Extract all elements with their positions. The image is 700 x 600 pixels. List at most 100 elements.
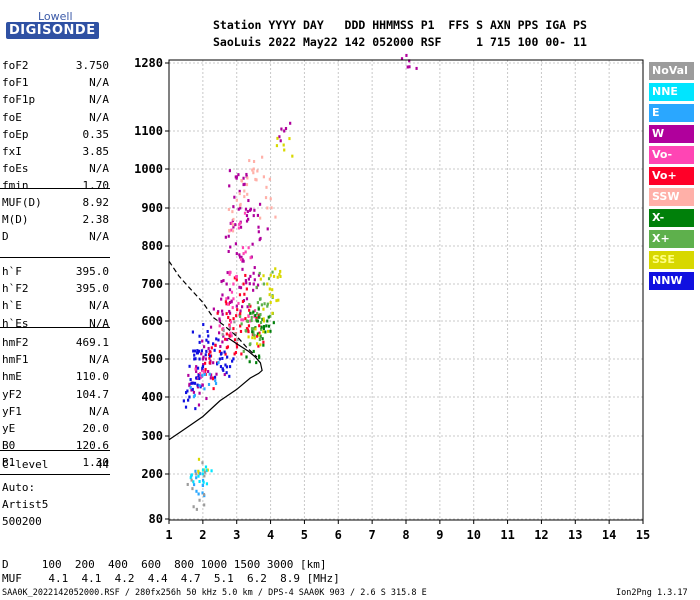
echo-point [194, 407, 197, 411]
echo-point [204, 357, 207, 361]
echo-point [250, 319, 253, 323]
param-value: 110.0 [75, 370, 109, 384]
y-tick-label: 1100 [134, 124, 163, 138]
echo-point [250, 315, 253, 319]
echo-point [188, 364, 191, 368]
echo-point [252, 310, 255, 314]
echo-point [255, 178, 258, 182]
echo-point [225, 312, 228, 316]
echo-point [238, 189, 241, 193]
echo-point [260, 325, 263, 329]
echo-point [190, 473, 193, 477]
echo-point [256, 312, 259, 316]
echo-point [228, 288, 232, 292]
echo-point [195, 489, 198, 493]
echo-point [257, 344, 260, 348]
echo-point [279, 269, 282, 273]
echo-point [257, 313, 260, 317]
auto-scaling-info: 500200 [2, 515, 42, 528]
echo-point [271, 270, 274, 274]
echo-point [197, 474, 200, 478]
echo-point [249, 256, 252, 260]
echo-point [255, 316, 258, 320]
echo-point [241, 246, 245, 250]
echo-point [226, 338, 229, 342]
echo-point [224, 235, 227, 239]
echo-point [203, 474, 206, 478]
param-row: h`Es N/A [2, 317, 109, 331]
echo-point [209, 359, 212, 363]
echo-point [243, 182, 246, 186]
echo-point [192, 480, 195, 484]
echo-point [405, 53, 408, 57]
echo-point [196, 383, 199, 387]
x-tick-label: 4 [267, 528, 274, 542]
footer-muf-line: MUF 4.1 4.1 4.2 4.4 4.7 5.1 6.2 8.9 [MHz… [2, 572, 340, 585]
echo-point [247, 324, 251, 328]
echo-point [197, 403, 201, 407]
echo-point [255, 361, 258, 365]
echo-point [252, 171, 255, 175]
param-row: h`E N/A [2, 299, 109, 313]
param-value: 8.92 [82, 196, 110, 209]
echo-point [262, 325, 266, 329]
echo-point [198, 357, 201, 361]
echo-point [257, 315, 260, 319]
echo-point [257, 273, 261, 277]
param-value: N/A [89, 299, 109, 313]
echo-point [283, 129, 286, 133]
echo-point [226, 302, 230, 306]
echo-point [245, 219, 249, 223]
legend-item-x-: X+ [649, 230, 694, 248]
echo-point [215, 372, 218, 376]
echo-point [240, 318, 243, 322]
echo-point [252, 271, 255, 275]
echo-point [208, 354, 212, 358]
echo-point [268, 287, 271, 291]
echo-point [229, 245, 232, 249]
param-name: fxI [2, 145, 22, 158]
param-name: foEs [2, 162, 29, 176]
param-value: N/A [89, 110, 109, 124]
echo-point [200, 352, 203, 356]
echo-point [230, 228, 233, 232]
logo-digisonde: DIGISONDE [6, 22, 99, 39]
echo-point [227, 234, 230, 238]
y-tick-label: 600 [141, 314, 163, 328]
param-row: fmin 1.70 [2, 179, 109, 193]
echo-point [262, 340, 265, 344]
echo-point [267, 329, 270, 333]
echo-point [256, 334, 259, 338]
param-value: N/A [89, 353, 109, 367]
echo-point [269, 329, 272, 333]
echo-point [207, 382, 211, 386]
echo-point [238, 222, 241, 226]
echo-point [198, 498, 201, 502]
echo-point [218, 349, 221, 353]
echo-point [269, 301, 272, 304]
param-value: 44 [95, 458, 109, 471]
echo-point [211, 377, 215, 381]
echo-point [251, 242, 254, 246]
echo-point [267, 277, 271, 281]
echo-point [252, 288, 255, 292]
echo-point [275, 144, 279, 148]
param-value: N/A [89, 76, 109, 90]
echo-point [198, 480, 201, 483]
echo-point [233, 195, 236, 199]
echo-point [203, 372, 206, 376]
echo-point [201, 461, 204, 465]
echo-point [262, 319, 265, 323]
echo-point [251, 168, 254, 172]
echo-point [225, 365, 229, 369]
echo-point [268, 293, 271, 297]
echo-point [218, 324, 221, 328]
echo-point [195, 351, 199, 355]
y-tick-label: 1000 [134, 162, 163, 176]
param-row: yF1 N/A [2, 405, 109, 419]
echo-point [205, 397, 208, 401]
param-name: MUF(D) [2, 196, 42, 209]
echo-point [247, 199, 250, 203]
echo-point [232, 205, 235, 209]
